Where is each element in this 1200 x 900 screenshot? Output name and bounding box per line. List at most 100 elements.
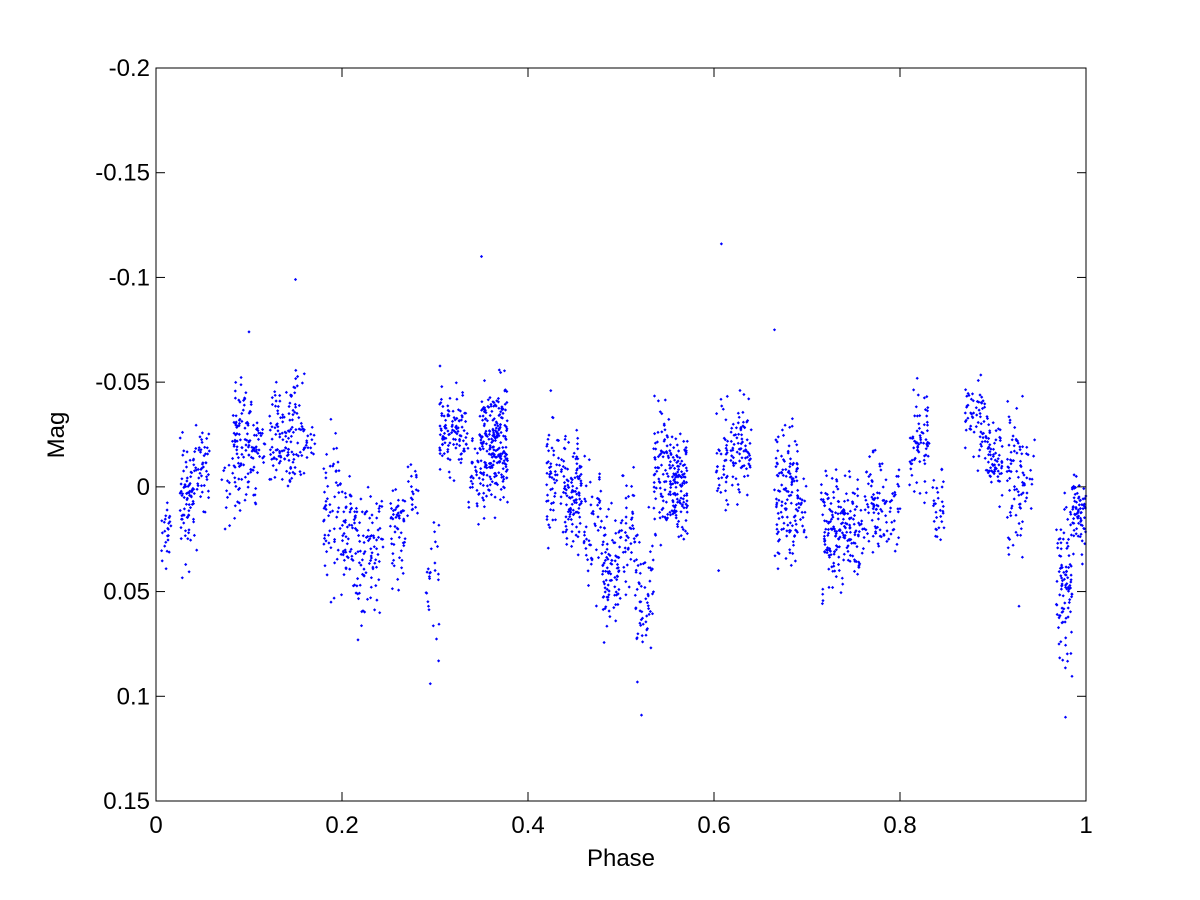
data-point: [328, 503, 332, 507]
data-point: [549, 389, 553, 393]
data-point: [622, 570, 626, 574]
data-point: [1018, 448, 1022, 452]
data-point: [260, 431, 264, 435]
data-point: [969, 411, 973, 415]
data-point: [795, 530, 799, 534]
data-point: [644, 597, 648, 601]
data-point: [360, 510, 364, 514]
data-point: [924, 438, 928, 442]
data-point: [833, 569, 837, 573]
data-point: [313, 442, 317, 446]
data-point: [777, 498, 781, 502]
data-point: [779, 510, 783, 514]
data-point: [967, 393, 971, 397]
data-point: [505, 400, 509, 405]
data-point: [668, 449, 672, 453]
data-point: [826, 497, 830, 501]
data-point: [798, 497, 802, 501]
data-point: [504, 437, 508, 442]
data-point: [389, 506, 394, 511]
data-point: [1020, 520, 1025, 524]
data-point: [1072, 534, 1076, 538]
data-point: [442, 414, 446, 418]
data-point: [489, 461, 493, 465]
data-point: [647, 607, 651, 611]
data-point: [240, 477, 244, 481]
data-point: [884, 499, 889, 503]
data-point: [1016, 441, 1020, 445]
data-point: [279, 416, 283, 420]
data-point: [668, 479, 672, 484]
data-point: [915, 481, 919, 485]
data-point: [285, 469, 289, 473]
data-point: [336, 510, 340, 514]
data-point: [801, 524, 805, 528]
data-point: [282, 448, 286, 453]
data-point: [225, 479, 230, 483]
data-point: [981, 399, 985, 403]
data-point: [343, 491, 347, 495]
data-point: [671, 492, 675, 496]
data-point: [180, 493, 184, 498]
data-point: [661, 455, 665, 459]
data-point: [724, 452, 728, 456]
data-point: [579, 465, 583, 469]
data-point: [826, 521, 831, 525]
data-point: [363, 550, 367, 554]
data-point: [296, 441, 300, 445]
data-point: [345, 542, 349, 546]
data-point: [574, 498, 578, 502]
data-point: [826, 527, 830, 532]
data-point: [426, 567, 430, 571]
data-point: [672, 472, 676, 476]
data-point: [678, 483, 682, 487]
data-point: [502, 369, 507, 373]
data-point: [207, 432, 211, 436]
data-point: [262, 460, 266, 465]
data-point: [677, 467, 681, 472]
data-point: [290, 418, 294, 422]
data-point: [675, 492, 679, 496]
data-point: [746, 450, 750, 454]
data-point: [492, 431, 496, 435]
data-point: [1056, 541, 1060, 545]
data-point: [776, 435, 780, 439]
data-point: [653, 457, 657, 461]
data-point: [652, 473, 656, 477]
data-point: [780, 515, 784, 519]
data-point: [325, 573, 329, 577]
data-point: [858, 562, 862, 566]
data-point: [251, 456, 255, 460]
data-point: [187, 531, 191, 535]
data-point: [285, 454, 289, 458]
data-point: [916, 393, 920, 397]
data-point: [575, 486, 579, 490]
data-point: [348, 550, 352, 554]
data-point: [498, 413, 502, 417]
data-point: [1057, 537, 1061, 541]
data-point: [184, 465, 189, 469]
data-point: [488, 445, 492, 449]
data-point: [673, 466, 677, 470]
data-point: [983, 456, 987, 460]
data-point: [291, 430, 295, 434]
data-point: [852, 558, 857, 562]
data-point: [661, 472, 665, 476]
data-point: [971, 416, 975, 420]
data-point: [551, 501, 556, 505]
data-point: [401, 541, 405, 545]
data-point: [672, 446, 676, 450]
data-point: [270, 457, 274, 461]
data-point: [322, 536, 327, 540]
data-point: [366, 539, 370, 543]
data-point: [871, 507, 875, 511]
data-point: [774, 497, 778, 501]
data-point: [667, 463, 672, 467]
data-point: [795, 443, 799, 447]
data-point: [925, 414, 929, 418]
data-point: [559, 502, 563, 506]
data-point: [335, 446, 339, 450]
data-point: [637, 581, 641, 585]
data-point: [476, 460, 480, 464]
data-point: [714, 470, 718, 474]
